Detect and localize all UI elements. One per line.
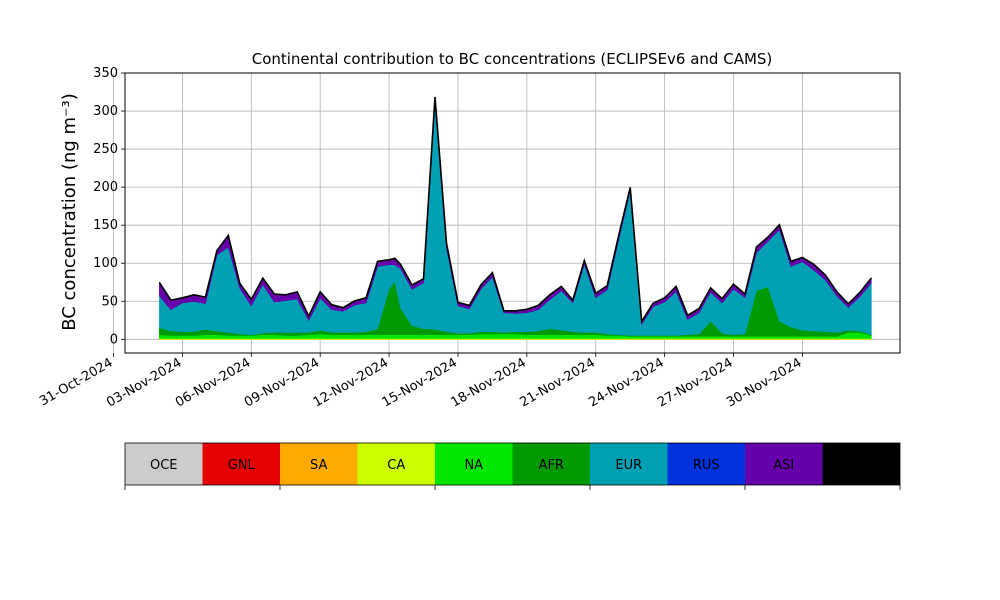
legend-swatch-oce xyxy=(125,443,203,485)
x-tick-label: 06-Nov-2024 xyxy=(173,355,253,410)
plot-border xyxy=(124,72,901,354)
legend-swatch-sa xyxy=(280,443,358,485)
x-tick-label: 24-Nov-2024 xyxy=(586,355,666,410)
legend-border xyxy=(124,442,901,486)
x-axis: 31-Oct-202403-Nov-202406-Nov-202409-Nov-… xyxy=(37,353,804,410)
y-tick-label: 350 xyxy=(93,66,118,81)
legend-label-afr: AFR xyxy=(539,458,564,473)
legend: OCE GNL SA CA NA AFR EUR RUS ASI AUS xyxy=(124,442,901,490)
y-tick-label: 0 xyxy=(110,332,118,347)
stacked-areas xyxy=(158,96,872,340)
legend-label-oce: OCE xyxy=(150,458,178,473)
y-tick-label: 250 xyxy=(93,142,118,157)
chart-title: Continental contribution to BC concentra… xyxy=(252,50,773,68)
y-tick-label: 300 xyxy=(93,104,118,119)
legend-swatch-asi xyxy=(745,443,823,485)
y-tick-label: 50 xyxy=(101,294,118,309)
legend-label-rus: RUS xyxy=(693,458,720,473)
legend-swatch-gnl xyxy=(202,443,280,485)
x-tick-label: 31-Oct-2024 xyxy=(37,355,115,409)
x-tick-label: 15-Nov-2024 xyxy=(380,355,460,410)
y-tick-label: 200 xyxy=(93,180,118,195)
legend-label-aus: AUS xyxy=(848,458,875,473)
legend-label-gnl: GNL xyxy=(228,458,256,473)
x-tick-label: 21-Nov-2024 xyxy=(517,355,597,410)
legend-swatch-rus xyxy=(667,443,745,485)
total-line xyxy=(158,96,872,324)
y-axis-label: BC concentration (ng m⁻³) xyxy=(59,93,80,331)
y-axis: 0 50 100 150 200 250 300 350 xyxy=(93,66,125,347)
y-tick-label: 100 xyxy=(93,256,118,271)
x-tick-label: 18-Nov-2024 xyxy=(449,355,529,410)
x-tick-label: 30-Nov-2024 xyxy=(724,355,804,410)
y-tick-label: 150 xyxy=(93,218,118,233)
plot-frame xyxy=(124,72,901,354)
legend-label-ca: CA xyxy=(387,458,405,473)
x-tick-label: 27-Nov-2024 xyxy=(655,355,735,410)
legend-swatch-na xyxy=(435,443,513,485)
x-tick-label: 09-Nov-2024 xyxy=(242,355,322,410)
legend-swatch-afr xyxy=(512,443,590,485)
legend-swatch-ca xyxy=(357,443,435,485)
legend-label-na: NA xyxy=(464,458,483,473)
x-tick-label: 12-Nov-2024 xyxy=(311,355,391,410)
legend-label-asi: ASI xyxy=(773,458,794,473)
legend-label-sa: SA xyxy=(310,458,327,473)
x-tick-label: 03-Nov-2024 xyxy=(104,355,184,410)
legend-label-eur: EUR xyxy=(615,458,642,473)
legend-swatch-eur xyxy=(590,443,668,485)
legend-swatch-aus xyxy=(822,443,900,485)
